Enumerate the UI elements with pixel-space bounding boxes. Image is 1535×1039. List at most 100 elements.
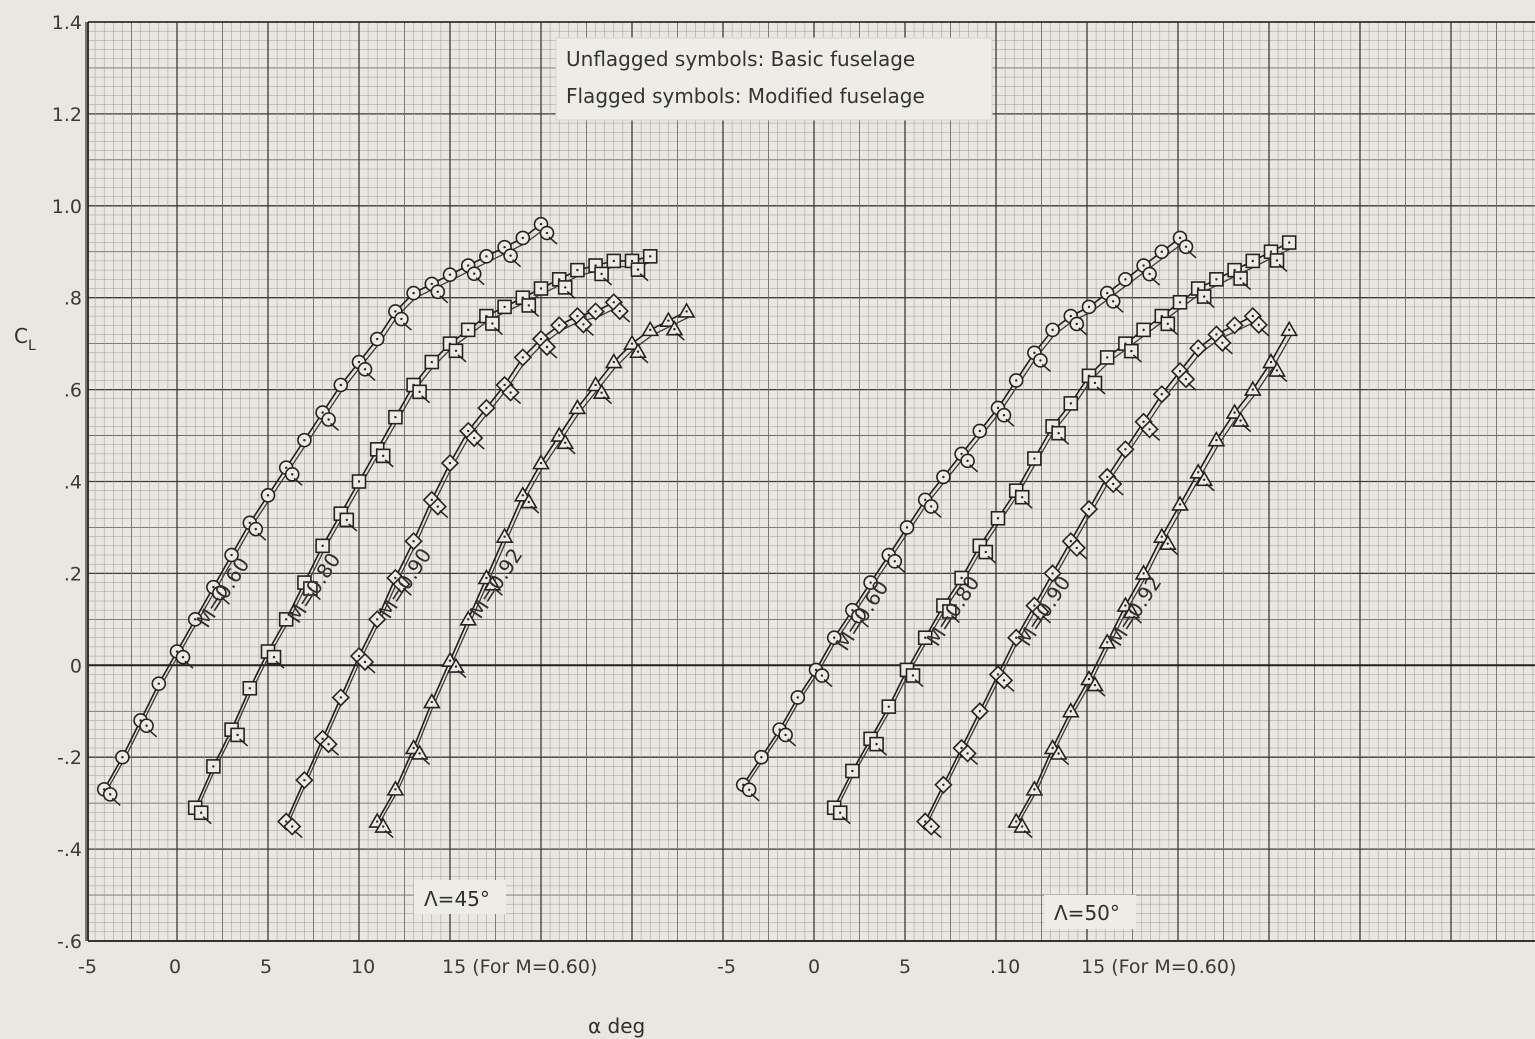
center-dot <box>1039 610 1042 614</box>
center-dot <box>321 544 324 548</box>
square-marker <box>1172 294 1188 310</box>
square-flagged-marker <box>978 544 997 564</box>
center-dot <box>839 811 842 814</box>
triangle-flagged-marker <box>556 433 576 455</box>
center-dot <box>594 383 597 387</box>
square-flagged-marker <box>521 298 540 318</box>
triangle-marker <box>1262 352 1280 369</box>
center-dot <box>376 337 379 341</box>
center-dot <box>1166 322 1170 326</box>
triangle-marker <box>1134 564 1153 580</box>
center-dot <box>1184 245 1188 249</box>
center-dot <box>491 583 494 586</box>
center-dot <box>1197 471 1200 474</box>
center-dot <box>887 553 890 557</box>
center-dot <box>1021 496 1024 499</box>
center-dot <box>930 825 933 828</box>
center-dot <box>527 304 530 307</box>
square-marker <box>206 759 221 774</box>
center-dot <box>1233 268 1236 272</box>
circle-flagged-marker <box>357 361 376 381</box>
square-flagged-marker <box>869 736 888 756</box>
center-dot <box>978 429 981 433</box>
diamond-marker <box>550 316 569 335</box>
center-dot <box>1148 272 1151 276</box>
flag-tick <box>914 678 924 688</box>
flag-tick <box>878 747 888 756</box>
y-tick-label: .6 <box>64 380 82 402</box>
square-marker <box>954 570 969 586</box>
circle-flagged-marker <box>175 649 194 669</box>
center-dot <box>430 700 433 704</box>
sweep-label-45: Λ=45° <box>424 887 490 911</box>
center-dot <box>1033 604 1036 607</box>
x-axis-label: α deg <box>588 1014 645 1038</box>
center-dot <box>236 733 239 737</box>
flag-tick <box>1060 756 1070 766</box>
triangle-marker <box>1098 633 1117 649</box>
y-axis-label-main: C <box>14 324 28 348</box>
center-dot <box>784 733 787 737</box>
center-dot <box>285 618 288 621</box>
flag-tick <box>239 738 249 747</box>
center-dot <box>960 576 963 580</box>
circle-marker <box>936 469 951 485</box>
center-dot <box>820 674 824 677</box>
grid <box>85 21 1535 942</box>
center-dot <box>412 540 415 543</box>
center-dot <box>814 668 818 672</box>
x-tick-label: 15 (For M=0.60) <box>442 956 597 978</box>
center-dot <box>327 418 330 421</box>
y-tick-label: .4 <box>64 472 82 494</box>
triangle-flagged-marker <box>1268 361 1288 383</box>
circle-marker <box>899 520 915 535</box>
center-dot <box>996 406 1000 410</box>
center-dot <box>1251 388 1255 391</box>
center-dot <box>473 272 476 275</box>
diamond-flagged-marker <box>1249 315 1270 337</box>
center-dot <box>309 587 312 590</box>
square-flagged-marker <box>630 262 649 282</box>
diamond-flagged-marker <box>1140 420 1161 441</box>
circle-marker <box>754 749 769 765</box>
center-dot <box>996 673 1000 676</box>
flag-tick <box>841 816 851 825</box>
center-dot <box>1069 314 1073 318</box>
diamond-flagged-marker <box>574 315 594 337</box>
center-dot <box>1033 457 1036 460</box>
center-dot <box>467 618 470 621</box>
center-dot <box>345 518 348 522</box>
square-marker <box>917 630 933 646</box>
flag-tick <box>493 587 503 596</box>
circle-flagged-marker <box>102 787 121 806</box>
flag-tick <box>1041 615 1051 624</box>
center-dot <box>1178 236 1182 240</box>
circle-marker <box>790 690 806 705</box>
triangle-flagged-marker <box>483 575 503 596</box>
center-dot <box>564 441 567 444</box>
center-dot <box>1112 482 1115 486</box>
flag-tick <box>1023 829 1033 839</box>
flag-tick <box>1132 615 1142 624</box>
triangle-marker <box>623 334 641 350</box>
circle-marker <box>224 547 239 563</box>
triangle-flagged-marker <box>1122 602 1142 624</box>
triangle-marker <box>1243 380 1262 396</box>
center-dot <box>667 319 670 322</box>
center-dot <box>539 222 543 226</box>
flag-tick <box>1187 250 1197 259</box>
labels: -.6 -.4 -.2 0 .2 .4 .6 .8 1.0 1.2 1.4 -5 0 5 10 15 (For… <box>52 12 1237 978</box>
x-tick-label: 5 <box>899 956 911 978</box>
square-marker <box>1245 253 1261 269</box>
square-flagged-marker <box>448 343 467 363</box>
flag-tick <box>675 332 685 341</box>
square-marker <box>1209 272 1224 287</box>
x-tick-label: 5 <box>260 956 272 978</box>
center-dot <box>521 236 524 240</box>
center-dot <box>1197 287 1200 290</box>
flag-tick <box>1114 487 1124 496</box>
square-marker <box>242 680 258 696</box>
flag-tick <box>421 756 431 766</box>
flag-tick <box>1187 382 1197 391</box>
center-dot <box>1087 305 1091 309</box>
